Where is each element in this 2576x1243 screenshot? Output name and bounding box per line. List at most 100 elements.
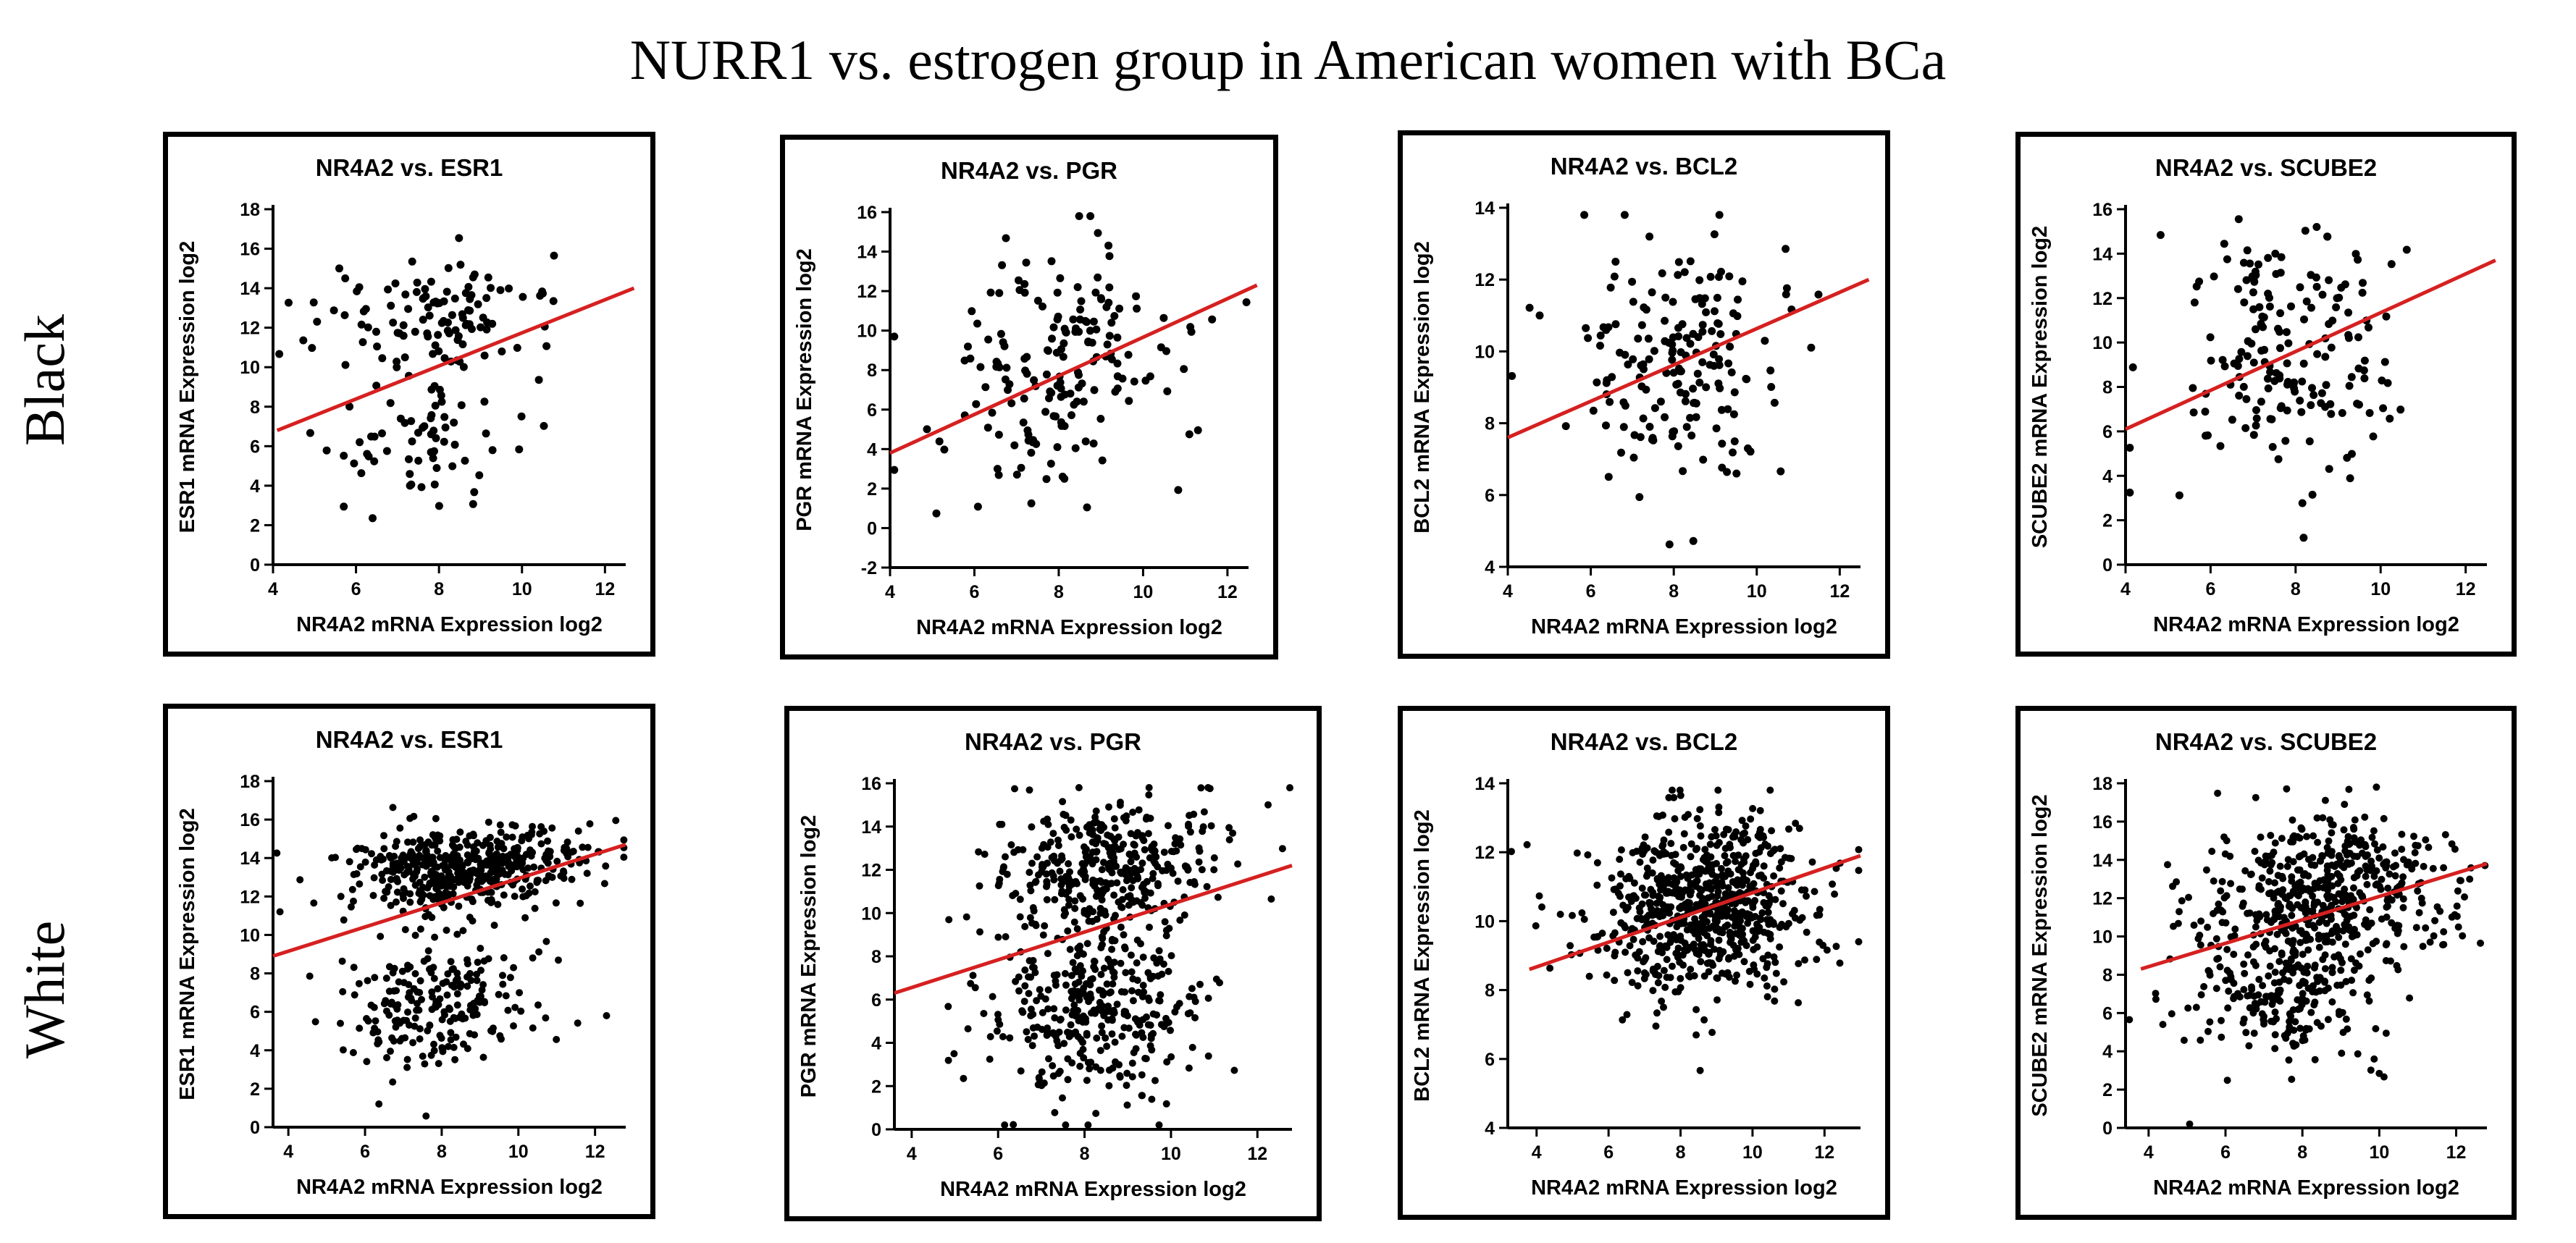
data-point <box>1105 283 1114 292</box>
data-point <box>1107 319 1116 327</box>
data-point <box>1108 869 1116 877</box>
data-point <box>450 294 459 303</box>
data-point <box>1058 852 1065 860</box>
data-point <box>1121 988 1129 996</box>
y-tick-label: 6 <box>1485 1050 1495 1070</box>
y-tick-label: 16 <box>2092 200 2113 220</box>
data-point <box>2350 852 2358 860</box>
data-point <box>372 382 381 390</box>
y-tick-label: 2 <box>2102 1080 2113 1100</box>
data-point <box>443 991 451 999</box>
data-point <box>993 1027 1001 1035</box>
data-point <box>2407 863 2415 871</box>
data-point <box>2396 405 2405 414</box>
data-point <box>2277 253 2286 261</box>
data-point <box>393 859 401 867</box>
data-point <box>1089 830 1096 838</box>
data-point <box>2355 400 2363 409</box>
data-point <box>2320 876 2328 884</box>
data-point <box>2426 938 2434 946</box>
data-point <box>309 298 318 307</box>
data-point <box>2278 951 2286 958</box>
data-point <box>1777 887 1785 895</box>
data-point <box>1711 923 1719 931</box>
data-point <box>2348 450 2356 458</box>
data-point <box>1816 906 1824 914</box>
data-point <box>453 930 461 938</box>
data-point <box>1076 948 1083 955</box>
data-point <box>470 270 479 279</box>
data-point <box>1764 951 1772 959</box>
data-point <box>2252 406 2260 414</box>
data-point <box>1185 1064 1193 1072</box>
data-point <box>1640 969 1648 977</box>
data-point <box>330 306 338 315</box>
data-point <box>1816 911 1824 919</box>
y-axis-label: BCL2 mRNA Expression log2 <box>1411 241 1434 533</box>
data-point <box>1660 836 1668 844</box>
data-point <box>1092 1110 1100 1117</box>
data-point <box>350 897 357 905</box>
data-point <box>1803 892 1810 900</box>
data-point <box>2252 325 2260 334</box>
data-point <box>986 288 995 297</box>
data-point <box>1125 397 1133 405</box>
data-point <box>1771 997 1779 1005</box>
data-point <box>1647 885 1655 893</box>
data-point <box>1100 928 1108 936</box>
data-point <box>2207 356 2215 365</box>
data-point <box>1619 1016 1627 1024</box>
data-point <box>475 870 483 878</box>
data-point <box>451 863 459 871</box>
data-point <box>1229 829 1237 837</box>
data-point <box>1111 387 1120 396</box>
data-point <box>2281 437 2290 445</box>
data-point <box>2280 914 2288 922</box>
data-point <box>950 1050 958 1058</box>
data-point <box>391 279 400 287</box>
y-tick-label: 14 <box>861 817 881 838</box>
data-point <box>2339 927 2347 935</box>
data-point <box>2128 363 2137 371</box>
data-point <box>1064 1076 1072 1084</box>
data-point <box>502 992 510 1000</box>
data-point <box>1713 917 1721 925</box>
x-axis-label: NR4A2 mRNA Expression log2 <box>940 1178 1246 1201</box>
data-point <box>1065 901 1073 909</box>
data-point <box>1645 423 1654 431</box>
data-point <box>1108 945 1116 953</box>
regression-line <box>889 283 1258 455</box>
data-point <box>2210 272 2218 281</box>
data-point <box>2270 979 2278 987</box>
data-point <box>440 413 449 421</box>
data-point <box>1746 980 1754 988</box>
data-point <box>1730 437 1739 446</box>
data-point <box>1629 298 1637 306</box>
data-point <box>2201 408 2210 416</box>
data-point <box>1668 851 1675 859</box>
data-point <box>1084 1058 1092 1066</box>
data-point <box>2342 1015 2350 1023</box>
data-point <box>2441 831 2449 838</box>
data-point <box>539 289 547 298</box>
x-tick-label: 8 <box>437 1142 447 1162</box>
data-point <box>2197 941 2204 949</box>
y-tick-label: 0 <box>867 518 877 539</box>
data-point <box>1216 979 1223 987</box>
data-point <box>2328 872 2336 880</box>
data-point <box>2180 1037 2188 1044</box>
data-point <box>2257 833 2265 841</box>
data-point <box>1523 840 1531 848</box>
data-point <box>2170 922 2177 930</box>
data-point <box>2358 288 2367 297</box>
data-point <box>1002 234 1010 243</box>
data-point <box>1674 442 1682 450</box>
data-point <box>469 854 477 862</box>
data-point <box>405 866 413 873</box>
x-axis-label: NR4A2 mRNA Expression log2 <box>296 613 603 636</box>
data-point <box>425 311 434 320</box>
data-point <box>2317 1022 2325 1030</box>
data-point <box>2357 836 2365 844</box>
data-point <box>1145 784 1153 791</box>
data-point <box>2382 1029 2390 1037</box>
